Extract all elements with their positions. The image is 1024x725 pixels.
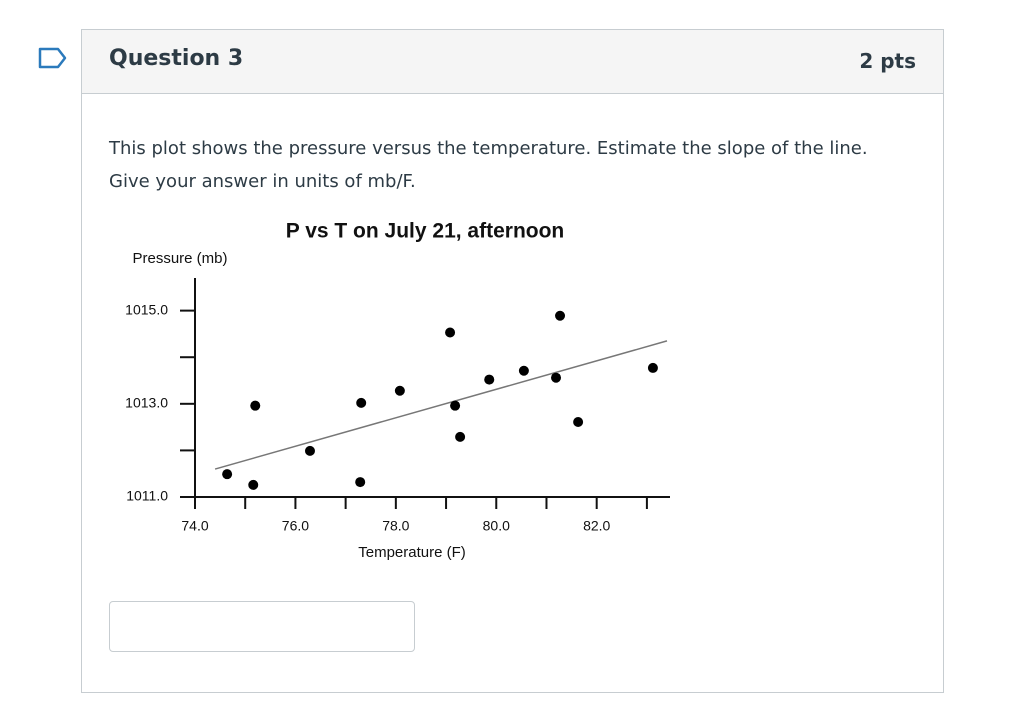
data-point [518,365,529,376]
data-point [450,400,461,411]
data-point [647,362,658,373]
data-point [555,310,566,321]
data-point [248,479,259,490]
question-points: 2 pts [859,49,916,73]
data-point [304,445,315,456]
question-card: Question 3 2 pts This plot shows the pre… [81,29,944,693]
flag-icon[interactable] [38,47,68,69]
chart: P vs T on July 21, afternoon Pressure (m… [108,210,708,570]
data-point [484,374,495,385]
data-point [222,469,233,480]
question-text: This plot shows the pressure versus the … [109,138,868,159]
data-point [356,397,367,408]
x-tick-label: 82.0 [583,518,610,534]
trend-line [214,340,668,470]
data-point [445,327,456,338]
question-text: Give your answer in units of mb/F. [109,171,416,192]
question-header: Question 3 2 pts [82,30,943,94]
chart-title: P vs T on July 21, afternoon [286,220,565,243]
y-tick-label: 1011.0 [126,488,168,504]
data-point [250,400,261,411]
x-tick-label: 74.0 [181,518,208,534]
data-point [394,385,405,396]
chart-background [108,210,708,570]
data-point [573,416,584,427]
data-point [355,477,366,488]
y-tick-label: 1013.0 [125,395,168,411]
y-axis-label: Pressure (mb) [132,250,227,267]
data-point [455,431,466,442]
question-title: Question 3 [109,46,244,71]
data-point [551,372,562,383]
x-axis-label: Temperature (F) [358,544,466,561]
y-tick-label: 1015.0 [125,301,168,317]
x-tick-label: 78.0 [382,518,409,534]
answer-input[interactable] [109,601,415,652]
x-tick-label: 76.0 [282,518,309,534]
x-tick-label: 80.0 [483,518,510,534]
